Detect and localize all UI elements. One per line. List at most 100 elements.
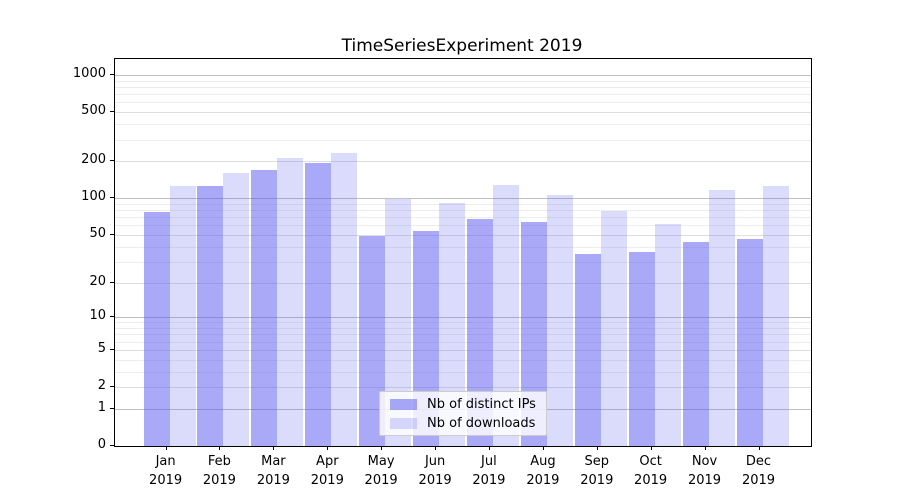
bar-distinct-ips-feb	[197, 185, 224, 446]
x-tick-mark	[381, 446, 383, 450]
y-tick-mark	[110, 197, 114, 199]
bar-downloads-apr	[331, 153, 358, 446]
gridline-minor	[115, 87, 811, 88]
x-tick-mark	[596, 446, 598, 450]
bar-downloads-jan	[169, 186, 196, 446]
gridline-minor	[115, 322, 811, 324]
gridline-minor	[115, 139, 811, 141]
x-tick-label: Dec 2019	[729, 452, 789, 490]
y-tick-mark	[110, 233, 114, 235]
y-tick-label: 2	[97, 378, 106, 393]
bar-downloads-nov	[708, 189, 735, 446]
x-tick-year: 2019	[364, 473, 398, 488]
x-tick-year: 2019	[526, 473, 560, 488]
x-tick-month: Jun	[424, 454, 446, 469]
x-tick-mark	[165, 446, 167, 450]
y-tick-mark	[110, 111, 114, 113]
x-tick-label: Jul 2019	[459, 452, 519, 490]
x-tick-month: Sep	[584, 454, 610, 469]
gridline-minor	[115, 124, 811, 126]
x-tick-month: Oct	[639, 454, 662, 469]
bar-downloads-sep	[600, 211, 627, 446]
x-tick-year: 2019	[149, 473, 183, 488]
bar-distinct-ips-mar	[251, 169, 278, 446]
y-tick-mark	[110, 160, 114, 162]
x-tick-month: Feb	[207, 454, 231, 469]
gridline-minor	[115, 102, 811, 104]
x-tick-mark	[650, 446, 652, 450]
bar-distinct-ips-dec	[736, 239, 763, 446]
chart-title: TimeSeriesExperiment 2019	[341, 36, 583, 56]
y-tick-label: 5	[97, 340, 106, 356]
x-tick-label: May 2019	[351, 452, 411, 490]
y-tick-label: 100	[81, 189, 106, 205]
x-tick-label: Sep 2019	[567, 452, 627, 490]
gridline	[115, 317, 811, 319]
x-tick-label: Feb 2019	[189, 452, 249, 490]
x-tick-month: Jan	[155, 454, 176, 469]
y-tick-mark	[110, 386, 114, 387]
gridline-minor	[115, 225, 811, 227]
x-tick-label: Apr 2019	[297, 452, 357, 490]
bar-downloads-mar	[277, 158, 304, 446]
legend-label: Nb of distinct IPs	[427, 396, 536, 412]
y-tick-mark	[110, 281, 114, 283]
x-tick-label: Nov 2019	[675, 452, 735, 490]
bar-downloads-feb	[223, 173, 250, 446]
gridline	[115, 282, 811, 284]
y-tick-label: 20	[89, 273, 106, 289]
gridline-minor	[115, 80, 811, 82]
x-tick-mark	[219, 446, 221, 450]
y-tick-mark	[110, 316, 114, 318]
y-tick-label: 10	[89, 308, 106, 324]
gridline-minor	[115, 210, 811, 211]
x-tick-mark	[327, 446, 329, 450]
legend-item-downloads: Nb of downloads	[380, 416, 546, 431]
legend-swatch	[390, 398, 417, 410]
bar-distinct-ips-jan	[143, 212, 170, 446]
bar-distinct-ips-apr	[305, 163, 332, 446]
gridline	[115, 234, 811, 236]
x-tick-label: Mar 2019	[243, 452, 303, 490]
x-tick-year: 2019	[741, 473, 776, 488]
gridline	[115, 349, 811, 351]
legend-label: Nb of downloads	[427, 415, 536, 431]
x-tick-month: Apr	[316, 454, 339, 469]
gridline-minor	[115, 94, 811, 96]
x-tick-year: 2019	[687, 473, 722, 488]
x-tick-mark	[435, 446, 437, 450]
x-tick-mark	[488, 446, 490, 450]
gridline-minor	[115, 371, 811, 373]
x-tick-mark	[542, 446, 544, 450]
x-tick-year: 2019	[310, 473, 344, 488]
gridline	[115, 387, 811, 388]
x-tick-month: Nov	[691, 454, 718, 469]
x-tick-year: 2019	[472, 473, 506, 488]
legend-swatch	[390, 417, 417, 429]
y-tick-mark	[110, 74, 114, 75]
gridline	[115, 198, 811, 200]
legend: Nb of distinct IPs Nb of downloads	[379, 391, 547, 436]
y-tick-label: 1000	[72, 66, 106, 81]
x-tick-year: 2019	[256, 473, 290, 488]
x-tick-mark	[758, 446, 760, 450]
gridline-minor	[115, 359, 811, 361]
x-tick-mark	[273, 446, 275, 450]
bar-downloads-aug	[546, 194, 573, 446]
x-tick-month: Dec	[745, 454, 772, 469]
x-tick-month: May	[367, 454, 395, 469]
legend-item-distinct-ips: Nb of distinct IPs	[380, 397, 546, 412]
x-tick-year: 2019	[202, 473, 236, 488]
plot-area: Nb of distinct IPs Nb of downloads	[114, 58, 812, 447]
x-tick-year: 2019	[418, 473, 452, 488]
x-tick-month: Mar	[261, 454, 286, 469]
gridline-minor	[115, 261, 811, 263]
gridline-minor	[115, 217, 811, 219]
bar-downloads-oct	[654, 223, 681, 446]
x-tick-label: Jun 2019	[405, 452, 465, 490]
x-tick-label: Jan 2019	[136, 452, 196, 490]
gridline-minor	[115, 334, 811, 336]
gridline-minor	[115, 341, 811, 343]
x-tick-month: Jul	[481, 454, 497, 469]
